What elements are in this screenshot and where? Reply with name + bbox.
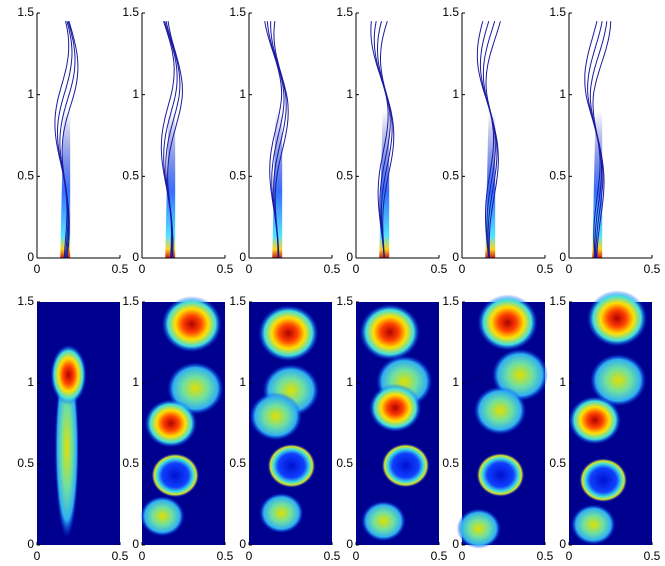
vortex <box>571 505 615 545</box>
x-tick-label: 0 <box>353 262 360 276</box>
contour-field <box>55 21 78 258</box>
y-tick-label: 1 <box>559 87 566 101</box>
y-tick-label: 1.5 <box>17 294 34 308</box>
x-tick-label: 0 <box>34 262 41 276</box>
y-tick-label: 0.5 <box>442 456 459 470</box>
y-tick-label: 1.5 <box>442 5 459 19</box>
vortex <box>362 501 406 541</box>
x-tick-label: 0 <box>139 262 146 276</box>
y-tick-label: 1 <box>132 375 139 389</box>
contour-field <box>265 21 289 258</box>
y-tick-label: 0.5 <box>122 169 139 183</box>
vortex <box>259 493 303 533</box>
vortex <box>140 496 184 536</box>
x-tick-label: 0 <box>246 549 253 563</box>
y-tick-label: 1 <box>27 375 34 389</box>
x-tick-label: 0.5 <box>431 262 448 276</box>
y-tick-label: 1.5 <box>336 294 353 308</box>
y-tick-label: 0.5 <box>549 456 566 470</box>
vortex <box>476 453 524 497</box>
y-tick-label: 0.5 <box>229 456 246 470</box>
vortex <box>360 304 420 360</box>
y-tick-label: 1.5 <box>549 5 566 19</box>
heatmap-field <box>37 302 120 545</box>
vortex <box>474 386 526 434</box>
y-tick-label: 1.5 <box>122 5 139 19</box>
x-tick-label: 0 <box>139 549 146 563</box>
vortex <box>478 295 538 351</box>
contour-field <box>585 21 611 258</box>
y-tick-label: 0.5 <box>442 169 459 183</box>
y-tick-label: 1.5 <box>549 294 566 308</box>
x-tick-label: 0.5 <box>537 262 554 276</box>
y-tick-label: 1 <box>559 375 566 389</box>
figure: 0 0.5 1 1.5 0 0.5 0 0.5 1 1.5 0 0.5 0 0.5 1 1.5 0 0.5 0 0.5… <box>0 0 665 566</box>
vortex <box>579 458 627 502</box>
vortex <box>250 392 302 440</box>
y-tick-label: 0.5 <box>549 169 566 183</box>
y-tick-label: 1 <box>239 87 246 101</box>
vortex <box>587 290 647 346</box>
x-tick-label: 0.5 <box>324 549 341 563</box>
y-tick-label: 1 <box>452 375 459 389</box>
y-tick-label: 0.5 <box>17 169 34 183</box>
y-tick-label: 0.5 <box>336 456 353 470</box>
vortex <box>382 443 430 487</box>
x-tick-label: 0 <box>566 262 573 276</box>
vortex <box>51 345 87 405</box>
x-tick-label: 0 <box>246 262 253 276</box>
x-tick-label: 0.5 <box>324 262 341 276</box>
x-tick-label: 0.5 <box>431 549 448 563</box>
y-tick-label: 1 <box>239 375 246 389</box>
vortex <box>369 384 421 432</box>
x-tick-label: 0 <box>566 549 573 563</box>
y-tick-label: 0.5 <box>229 169 246 183</box>
x-tick-label: 0 <box>34 549 41 563</box>
heatmap-background <box>37 302 120 545</box>
x-tick-label: 0.5 <box>112 549 129 563</box>
y-tick-label: 1 <box>346 375 353 389</box>
x-tick-label: 0.5 <box>217 549 234 563</box>
vortex <box>258 305 318 361</box>
x-tick-label: 0.5 <box>644 549 661 563</box>
vortex <box>267 444 315 488</box>
y-tick-label: 1.5 <box>336 5 353 19</box>
y-tick-label: 1.5 <box>229 5 246 19</box>
vortex <box>151 453 199 497</box>
y-tick-label: 1.5 <box>229 294 246 308</box>
x-tick-label: 0.5 <box>644 262 661 276</box>
heatmap-field <box>249 302 332 545</box>
y-tick-label: 1 <box>452 87 459 101</box>
contour-field <box>161 21 182 258</box>
heatmap-field <box>457 295 548 549</box>
heatmap-field <box>569 290 652 545</box>
y-tick-label: 1.5 <box>442 294 459 308</box>
y-tick-label: 1 <box>346 87 353 101</box>
vortex <box>162 296 222 352</box>
heatmap-field <box>140 296 225 545</box>
y-tick-label: 1.5 <box>122 294 139 308</box>
heatmap-field <box>356 302 439 545</box>
contour-field <box>371 21 394 258</box>
contour-field <box>477 21 500 258</box>
x-tick-label: 0.5 <box>112 262 129 276</box>
y-tick-label: 1 <box>132 87 139 101</box>
x-tick-label: 0.5 <box>537 549 554 563</box>
x-tick-label: 0 <box>459 262 466 276</box>
x-tick-label: 0.5 <box>217 262 234 276</box>
y-tick-label: 0.5 <box>336 169 353 183</box>
y-tick-label: 0.5 <box>17 456 34 470</box>
x-tick-label: 0 <box>353 549 360 563</box>
vortex <box>457 509 501 549</box>
y-tick-label: 0.5 <box>122 456 139 470</box>
vortex <box>569 396 621 444</box>
vortex <box>145 399 197 447</box>
y-tick-label: 1.5 <box>17 5 34 19</box>
y-tick-label: 1 <box>27 87 34 101</box>
x-tick-label: 0 <box>459 549 466 563</box>
